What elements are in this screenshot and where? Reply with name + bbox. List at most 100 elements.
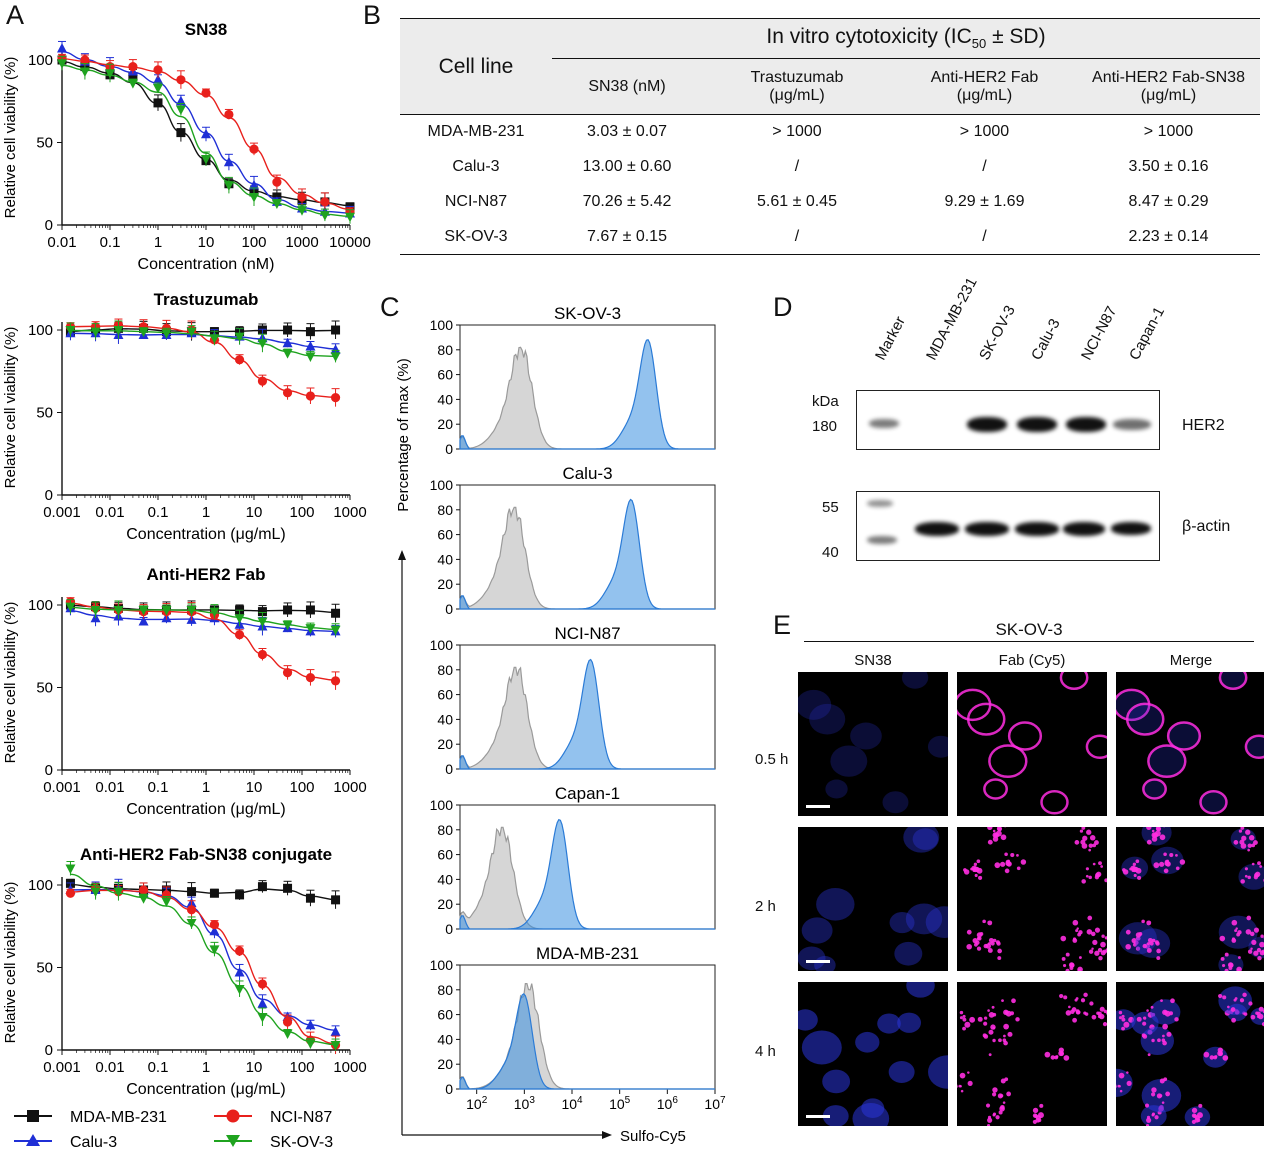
data-point — [138, 327, 149, 338]
puncta-signal — [1240, 827, 1245, 830]
puncta-signal — [1065, 1010, 1072, 1016]
x-tick-label: 1 — [202, 779, 210, 796]
puncta-signal — [957, 1085, 958, 1088]
puncta-signal — [1245, 929, 1252, 935]
data-point — [320, 197, 330, 207]
puncta-signal — [1083, 992, 1088, 998]
table-cell: SK-OV-3 — [444, 227, 508, 245]
puncta-signal — [1256, 947, 1262, 953]
puncta-signal — [959, 1010, 964, 1015]
x-tick-label: 1 — [202, 504, 210, 521]
puncta-signal — [1261, 949, 1264, 954]
y-tick-label: 0 — [445, 761, 453, 777]
membrane-signal — [1147, 744, 1187, 779]
y-tick-label: 0 — [45, 1042, 53, 1059]
membrane-signal — [1040, 789, 1069, 815]
puncta-signal — [1142, 1016, 1147, 1020]
puncta-signal — [1146, 920, 1152, 926]
data-point — [330, 1041, 341, 1051]
data-point — [234, 614, 245, 624]
membrane-signal — [1142, 778, 1167, 800]
y-tick-label: 100 — [430, 477, 454, 493]
puncta-signal — [1156, 956, 1161, 961]
puncta-signal — [1253, 950, 1259, 956]
marker-180: 180 — [812, 418, 838, 435]
x-tick-label: 0.01 — [95, 1059, 124, 1076]
puncta-signal — [1146, 948, 1152, 953]
legend-item-calu: Calu-3 — [14, 1134, 117, 1150]
puncta-signal — [988, 937, 994, 943]
table-cell: NCI-N87 — [444, 193, 508, 210]
puncta-signal — [979, 932, 984, 936]
nucleus-signal — [1116, 689, 1150, 720]
y-tick-label: 100 — [430, 797, 454, 813]
data-point — [257, 882, 267, 892]
y-tick-label: 80 — [437, 662, 453, 678]
dose-response-chart: SN38 0 50 100 0.01 0.1 1 10 100 1000 10000 Concentr… — [2, 20, 371, 273]
x-axis-label: Concentration (μg/mL) — [126, 526, 286, 543]
data-point — [224, 109, 234, 120]
puncta-signal — [1130, 865, 1136, 872]
puncta-signal — [1251, 862, 1255, 866]
puncta-signal — [967, 1080, 973, 1086]
nucleus-signal — [1245, 735, 1264, 758]
table-row: NCI-N87 70.26 ± 5.42 5.61 ± 0.45 9.29 ± … — [400, 185, 1260, 220]
puncta-signal — [1213, 1055, 1218, 1060]
puncta-signal — [1071, 1007, 1077, 1012]
puncta-signal — [1118, 1072, 1125, 1079]
nucleus-signal — [825, 779, 848, 799]
x-tick-label: 100 — [289, 504, 314, 521]
puncta-signal — [1020, 859, 1027, 865]
data-point — [90, 327, 101, 338]
histogram-title: SK-OV-3 — [554, 304, 621, 323]
micrograph — [957, 827, 1107, 971]
puncta-signal — [1003, 1034, 1006, 1038]
lane-label: SK-OV-3 — [976, 302, 1019, 363]
puncta-signal — [1244, 867, 1248, 871]
puncta-signal — [1234, 929, 1238, 933]
puncta-signal — [1229, 962, 1232, 966]
fit-curve — [70, 889, 336, 1045]
nucleus-signal — [814, 956, 836, 971]
puncta-signal — [1151, 829, 1155, 833]
y-tick-label: 60 — [437, 1007, 453, 1023]
data-point — [223, 156, 234, 167]
data-point — [209, 334, 220, 344]
nucleus-signal — [1238, 863, 1264, 890]
table-cell: / — [794, 158, 800, 175]
puncta-signal — [967, 1071, 970, 1074]
puncta-signal — [1075, 1009, 1080, 1013]
y-tick-label: 40 — [437, 551, 453, 567]
puncta-signal — [1097, 947, 1103, 953]
y-tick-label: 0 — [45, 487, 53, 504]
puncta-signal — [983, 1021, 988, 1026]
puncta-signal — [1091, 947, 1094, 950]
micrograph-canvas — [963, 827, 1107, 971]
y-tick-label: 20 — [437, 736, 453, 752]
membrane-signal — [1007, 721, 1043, 751]
table-cell: 8.47 ± 0.29 — [1128, 193, 1209, 210]
data-point — [234, 332, 245, 343]
data-point — [138, 885, 149, 895]
panel-label-e: E — [773, 610, 792, 640]
puncta-signal — [1016, 866, 1021, 871]
data-point — [57, 42, 67, 53]
histogram-frame — [459, 964, 716, 1090]
her2-label: HER2 — [1182, 417, 1225, 434]
data-point — [128, 72, 138, 81]
puncta-signal — [1147, 1053, 1151, 1057]
micrograph — [798, 827, 948, 971]
puncta-signal — [959, 1072, 966, 1079]
puncta-signal — [985, 1103, 991, 1108]
puncta-signal — [987, 942, 992, 946]
data-point — [305, 1019, 316, 1030]
puncta-signal — [1191, 1107, 1198, 1114]
microscopy-header: SK-OV-3 — [995, 620, 1063, 639]
nucleus-signal — [1143, 779, 1166, 799]
puncta-signal — [1077, 966, 1083, 971]
fit-curve — [70, 610, 336, 633]
data-point — [186, 327, 197, 338]
nucleus-signal — [798, 1009, 818, 1031]
puncta-signal — [1065, 968, 1070, 971]
histogram-title: Capan-1 — [555, 784, 620, 803]
